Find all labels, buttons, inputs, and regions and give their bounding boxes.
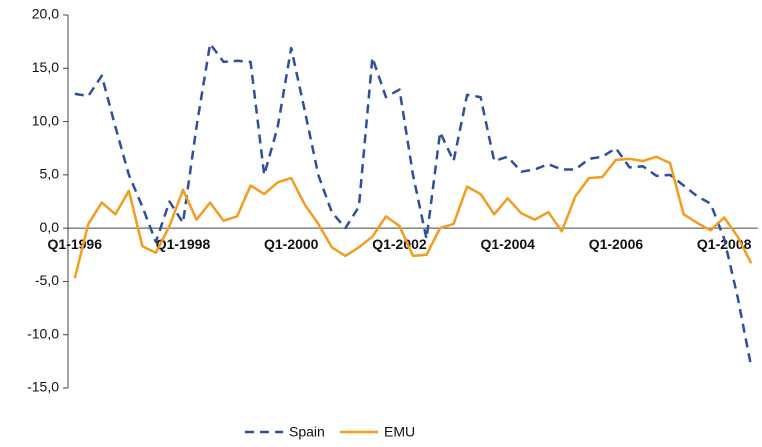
- legend-label: EMU: [384, 424, 415, 440]
- x-tick-label: Q1-2006: [589, 236, 644, 252]
- y-tick-label: 20,0: [32, 6, 59, 22]
- x-tick-label: Q1-2004: [480, 236, 535, 252]
- y-tick-label: 15,0: [32, 59, 59, 75]
- x-tick-label: Q1-2000: [264, 236, 319, 252]
- x-tick-label: Q1-2002: [372, 236, 427, 252]
- y-tick-label: 0,0: [40, 219, 60, 235]
- x-tick-label: Q1-1998: [156, 236, 211, 252]
- y-tick-label: -10,0: [27, 325, 59, 341]
- y-tick-label: 10,0: [32, 112, 59, 128]
- y-tick-label: -15,0: [27, 379, 59, 395]
- y-tick-label: 5,0: [40, 166, 60, 182]
- x-tick-label: Q1-1996: [48, 236, 103, 252]
- data-line: [74, 42, 753, 367]
- legend-label: Spain: [289, 424, 325, 440]
- data-line: [73, 155, 753, 279]
- y-tick-label: -5,0: [35, 272, 59, 288]
